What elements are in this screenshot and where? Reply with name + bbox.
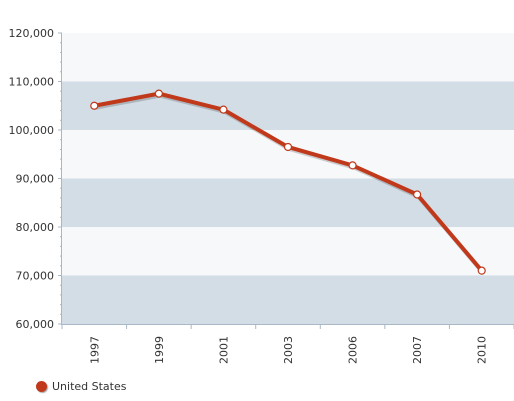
series-group	[90, 89, 486, 275]
plot-band	[62, 227, 514, 276]
plot-band	[62, 81, 514, 130]
plot-band	[62, 33, 514, 82]
x-tick-label: 1997	[88, 336, 101, 364]
data-point	[477, 266, 486, 275]
data-point	[283, 142, 293, 152]
data-point	[413, 190, 422, 199]
plot-band	[62, 178, 514, 227]
x-tick-label: 2003	[282, 336, 295, 364]
y-tick-label: 80,000	[16, 221, 55, 234]
y-tick-label: 100,000	[9, 124, 55, 137]
y-tick-label: 70,000	[16, 270, 55, 283]
y-tick-label: 60,000	[16, 318, 55, 331]
plot-band	[62, 275, 514, 324]
data-point	[90, 101, 99, 110]
data-point	[154, 89, 163, 98]
data-point	[348, 161, 357, 170]
x-tick-label: 2006	[347, 336, 360, 364]
legend-marker-icon	[36, 380, 47, 392]
y-tick-label: 110,000	[9, 76, 55, 89]
y-tick-label: 120,000	[9, 27, 55, 40]
x-tick-label: 2007	[411, 336, 424, 364]
y-axis-ticks: 60,000 70,000 80,000 90,000 100,000 110,000 12…	[9, 27, 62, 331]
x-tick-label: 2001	[217, 336, 230, 364]
legend[interactable]: United States	[36, 378, 127, 394]
x-tick-label: 2010	[476, 336, 489, 364]
x-axis-ticks: 1997 1999 2001 2003 2006 2007 2010	[61, 324, 514, 364]
plot-bands	[62, 33, 514, 324]
y-tick-label: 90,000	[16, 173, 55, 186]
legend-label: United States	[52, 379, 127, 393]
plot-band	[62, 130, 514, 179]
data-point	[219, 105, 228, 114]
x-tick-label: 1999	[153, 336, 166, 364]
